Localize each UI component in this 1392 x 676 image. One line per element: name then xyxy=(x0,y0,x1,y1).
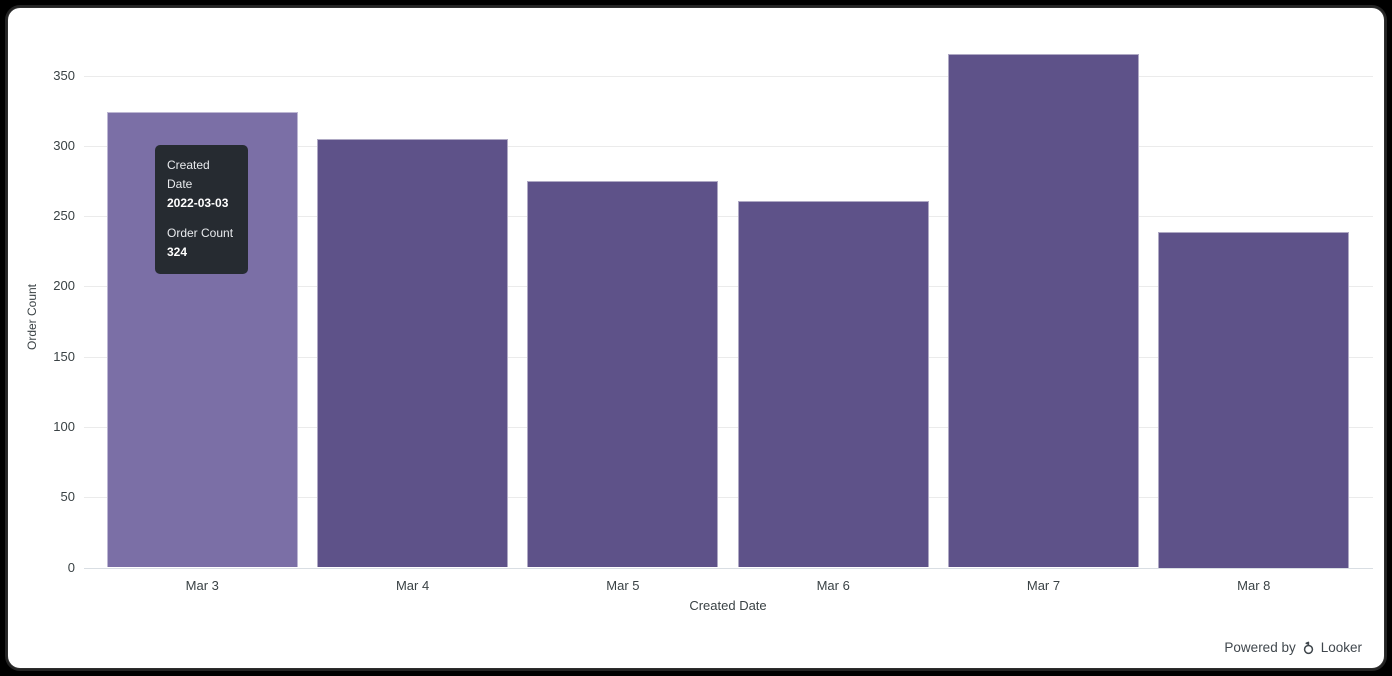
x-tick-label: Mar 5 xyxy=(606,578,640,593)
y-tick-label: 0 xyxy=(67,559,75,575)
y-tick-label: 300 xyxy=(53,137,75,153)
gridline xyxy=(84,286,1373,288)
tooltip-measure-label: Order Count xyxy=(167,226,234,240)
brand-label: Looker xyxy=(1320,640,1362,655)
y-tick-label: 100 xyxy=(53,418,75,434)
tooltip-measure-group: Order Count 324 xyxy=(167,224,236,262)
tooltip-measure-value: 324 xyxy=(167,245,188,259)
powered-by-label: Powered by xyxy=(1224,640,1296,655)
x-tick-label: Mar 8 xyxy=(1237,578,1271,593)
tooltip-dimension-value: 2022-03-03 xyxy=(167,196,229,210)
x-tick-label: Mar 3 xyxy=(185,578,219,593)
y-tick-label: 350 xyxy=(53,67,75,83)
x-tick-label: Mar 7 xyxy=(1026,578,1061,593)
bar-mar-7[interactable] xyxy=(948,54,1139,568)
y-tick-label: 250 xyxy=(53,208,75,224)
tooltip-dimension-group: Created Date 2022-03-03 xyxy=(167,156,236,213)
y-tick-label: 150 xyxy=(53,348,75,364)
y-tick-label: 50 xyxy=(60,489,75,505)
bar-mar-6[interactable] xyxy=(737,200,929,568)
gridline xyxy=(84,145,1373,147)
gridline xyxy=(84,426,1373,428)
gridline xyxy=(84,356,1373,358)
tooltip: Created Date 2022-03-03 Order Count 324 xyxy=(155,145,248,274)
looker-logo-icon xyxy=(1301,640,1316,655)
tooltip-dimension-label: Created Date xyxy=(167,158,210,191)
x-tick-label: Mar 4 xyxy=(395,578,430,593)
bar-mar-4[interactable] xyxy=(317,138,509,568)
gridline xyxy=(84,75,1373,77)
x-tick-label: Mar 6 xyxy=(816,578,850,593)
bar-mar-8[interactable] xyxy=(1158,231,1350,568)
y-tick-label: 200 xyxy=(53,278,75,294)
powered-by-looker-link[interactable]: Powered by Looker xyxy=(1224,640,1362,655)
gridline xyxy=(84,497,1373,499)
bar-mar-5[interactable] xyxy=(527,180,719,568)
x-axis-title: Created Date xyxy=(689,598,767,613)
chart-card: Order Count Created Date Powered by Look… xyxy=(8,8,1384,668)
gridline xyxy=(84,216,1373,218)
x-axis-line xyxy=(84,567,1373,569)
